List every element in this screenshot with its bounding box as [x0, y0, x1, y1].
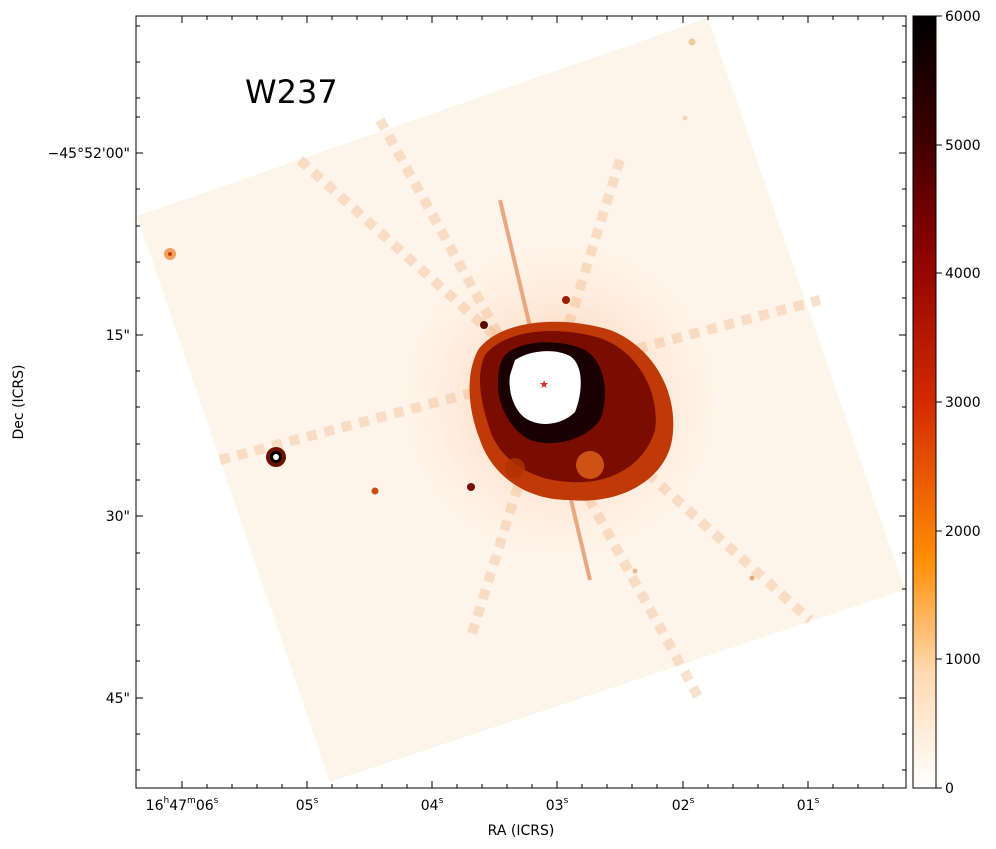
x-axis-ticks — [181, 16, 884, 788]
y-tick-labels: −45°52'00" 15" 30" 45" — [48, 146, 130, 707]
colorbar-tick-label: 6000 — [945, 9, 981, 25]
star — [480, 321, 488, 329]
star — [749, 575, 755, 581]
colorbar-tick-label: 2000 — [945, 524, 981, 540]
y-axis-ticks — [136, 25, 906, 771]
colorbar-tick-label: 1000 — [945, 652, 981, 668]
image-panel: ★ — [137, 18, 905, 782]
x-tick-label: 03s — [546, 796, 569, 814]
colorbar: 0 1000 2000 3000 4000 5000 6000 — [912, 9, 981, 797]
star — [632, 568, 638, 574]
star — [682, 115, 688, 121]
x-tick-labels: 16h47m06s 05s 04s 03s 02s 01s — [146, 796, 820, 814]
x-tick-label: 05s — [296, 796, 319, 814]
x-tick-label: 01s — [797, 796, 820, 814]
plot-frame — [135, 15, 907, 789]
colorbar-gradient — [912, 15, 937, 789]
star — [688, 38, 696, 46]
y-axis-label: Dec (ICRS) — [11, 365, 27, 440]
colorbar-tick-label: 4000 — [945, 266, 981, 282]
x-tick-label: 16h47m06s — [146, 796, 219, 814]
colorbar-tick-label: 5000 — [945, 138, 981, 154]
star — [371, 487, 379, 495]
star — [562, 296, 570, 304]
y-tick-label: −45°52'00" — [48, 146, 130, 162]
x-tick-label: 02s — [672, 796, 695, 814]
x-axis-label: RA (ICRS) — [488, 823, 555, 839]
y-tick-label: 30" — [106, 509, 130, 525]
star — [467, 483, 475, 491]
x-tick-label: 04s — [421, 796, 444, 814]
field-stars — [164, 38, 755, 581]
colorbar-tick-label: 3000 — [945, 395, 981, 411]
nebula — [469, 321, 674, 501]
colorbar-tick-label: 0 — [945, 781, 954, 797]
source-marker-icon: ★ — [539, 378, 549, 391]
y-tick-label: 15" — [106, 328, 130, 344]
y-tick-label: 45" — [106, 691, 130, 707]
object-label: W237 — [245, 73, 338, 111]
